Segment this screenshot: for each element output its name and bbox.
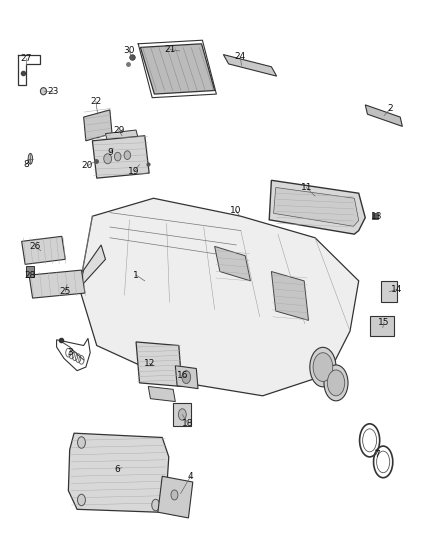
Polygon shape [148, 386, 175, 401]
Ellipse shape [40, 87, 46, 95]
Text: 27: 27 [20, 54, 32, 63]
Polygon shape [29, 270, 85, 298]
Text: 1: 1 [133, 271, 139, 280]
Text: 8: 8 [23, 160, 29, 169]
Ellipse shape [78, 437, 85, 448]
Text: 22: 22 [90, 97, 102, 106]
Polygon shape [92, 136, 149, 178]
Polygon shape [136, 342, 182, 386]
Text: 26: 26 [29, 242, 40, 251]
Text: 21: 21 [164, 45, 176, 54]
Text: 28: 28 [25, 271, 36, 280]
Text: 24: 24 [234, 52, 246, 61]
Bar [173, 403, 191, 426]
Text: 4: 4 [188, 472, 194, 481]
Polygon shape [175, 366, 198, 389]
Bar [370, 316, 394, 336]
Ellipse shape [78, 494, 85, 506]
Ellipse shape [324, 365, 348, 401]
Polygon shape [158, 477, 193, 518]
Text: 14: 14 [392, 285, 403, 294]
Text: 19: 19 [128, 167, 140, 176]
Ellipse shape [178, 409, 186, 420]
Polygon shape [141, 44, 215, 94]
Ellipse shape [182, 370, 191, 384]
Ellipse shape [310, 348, 336, 387]
Text: 23: 23 [47, 87, 59, 96]
Ellipse shape [28, 154, 32, 164]
Text: 16: 16 [177, 371, 189, 380]
Polygon shape [21, 236, 65, 264]
Polygon shape [274, 188, 359, 227]
Ellipse shape [171, 490, 178, 500]
Ellipse shape [114, 152, 121, 161]
Text: 25: 25 [60, 287, 71, 296]
Text: 9: 9 [107, 149, 113, 157]
Text: 30: 30 [124, 46, 135, 55]
Text: 15: 15 [378, 318, 390, 327]
Text: 10: 10 [230, 206, 241, 215]
Polygon shape [223, 54, 277, 76]
Ellipse shape [327, 370, 345, 396]
Text: 11: 11 [300, 183, 312, 192]
Polygon shape [79, 198, 359, 396]
Polygon shape [365, 105, 403, 126]
Polygon shape [79, 245, 106, 288]
Polygon shape [106, 130, 138, 142]
Text: 29: 29 [113, 125, 124, 134]
Polygon shape [84, 110, 112, 141]
Text: 20: 20 [81, 161, 93, 171]
Polygon shape [269, 180, 365, 234]
Polygon shape [68, 433, 169, 512]
Text: 7: 7 [374, 450, 380, 459]
Polygon shape [215, 246, 251, 281]
Polygon shape [272, 271, 308, 320]
Ellipse shape [313, 353, 333, 382]
Text: 18: 18 [182, 418, 193, 427]
Text: 13: 13 [371, 212, 383, 221]
Bar [26, 266, 34, 277]
Bar [381, 281, 397, 302]
Text: 12: 12 [144, 359, 155, 368]
Ellipse shape [152, 499, 159, 511]
Text: 3: 3 [67, 348, 73, 357]
Ellipse shape [104, 154, 112, 164]
Text: 6: 6 [115, 465, 120, 474]
Ellipse shape [124, 151, 131, 159]
Text: 2: 2 [388, 104, 393, 113]
